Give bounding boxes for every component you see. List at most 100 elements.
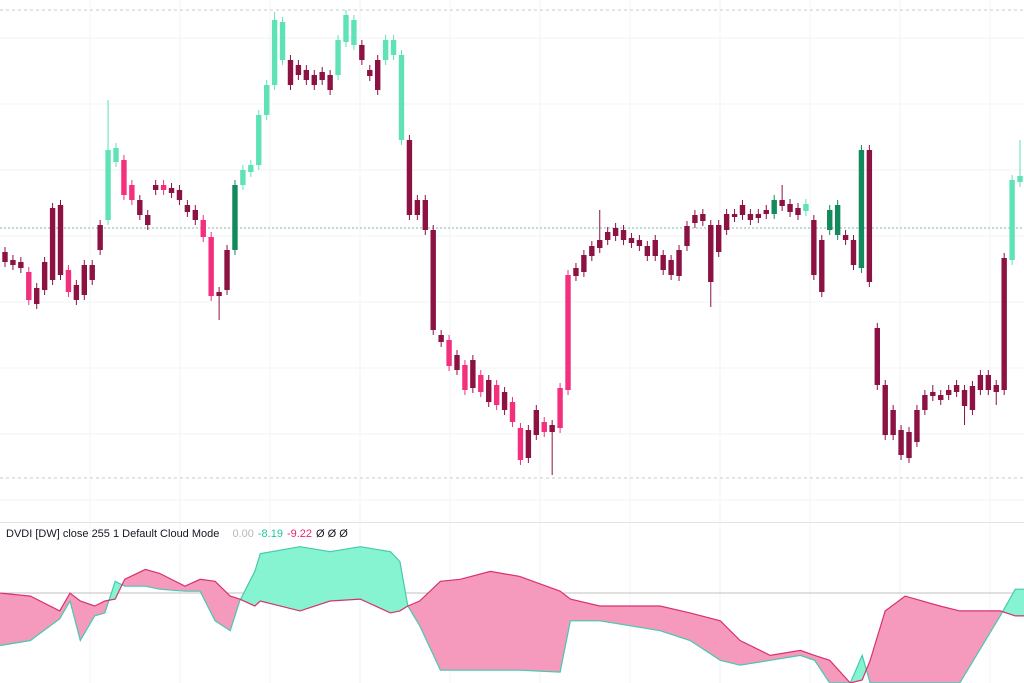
candle-body [295,65,302,75]
candle-body [604,232,611,240]
cloud-segment [299,546,331,612]
candle-body [367,70,373,76]
cloud-line [0,568,1024,683]
candle-body [866,150,873,282]
candle-body [723,214,730,230]
candle-body [914,410,920,442]
candle-body [478,375,484,392]
candle-body [668,260,674,275]
candle-body [771,200,777,214]
candle-body [779,200,785,206]
candle-body [525,430,532,458]
candle-body [819,240,825,292]
candle-body [589,246,595,256]
candle-body [256,115,262,165]
candle-body [961,390,968,406]
candle-body [145,215,151,225]
candle-body [517,428,524,460]
candle-body [168,188,175,193]
candle-body [969,386,976,410]
candle-body [850,240,857,265]
candle-body [985,375,992,390]
candle-body [375,60,381,90]
cloud-segment [939,605,961,683]
candle-body [65,270,72,292]
candle-body [1009,180,1015,260]
candle-body [882,385,888,435]
candle-body [232,185,238,250]
candle-body [359,45,365,60]
candle-body [129,185,135,200]
candle-body [343,15,349,42]
candle-body [152,185,159,190]
candle-body [731,214,738,217]
cloud-segment [440,579,461,671]
candle-body [747,214,754,220]
candle-body [287,60,294,85]
candle-body [620,230,627,240]
candles [2,10,1023,475]
candle-body [493,385,500,405]
candle-body [406,140,413,215]
cloud-segment [0,592,31,646]
cloud [0,546,1024,683]
candle-body [438,335,444,342]
candle-body [803,204,809,211]
candle-body [105,150,111,220]
legend-value: -9.22 [287,528,312,540]
candle-body [898,430,904,455]
indicator-title: DVDI [DW] close 255 1 Default Cloud Mode [6,528,219,540]
candle-body [311,75,317,85]
candle-body [628,238,635,243]
candle-body [2,252,8,262]
candle-body [200,220,206,237]
candle-body [993,385,999,392]
legend-value: 0.00 [232,528,253,540]
cloud-segment [519,575,561,673]
candle-body [279,22,286,60]
candle-body [97,225,103,250]
cloud-segment [260,546,301,612]
candle-body [930,392,936,396]
candle-body [240,170,246,185]
candle-body [581,255,587,272]
candle-body [303,70,310,80]
candle-body [684,226,690,246]
candle-body [652,240,658,256]
candle-body [509,402,516,422]
candle-body [160,185,167,190]
candle-body [811,220,817,275]
cloud-segment [459,571,491,671]
candle-body [922,395,928,410]
candle-body [700,214,706,221]
cloud-segment [1015,588,1024,617]
candle-body [953,385,960,392]
candle-body [398,55,405,140]
candle-body [549,425,555,432]
candle-body [216,292,222,296]
candle-body [89,265,95,280]
candle-body [977,375,984,390]
candle-body [842,235,849,240]
candle-body [26,272,32,300]
candle-body [335,40,341,75]
candle-body [708,225,714,282]
candle-body [486,380,492,402]
candle-body [208,237,214,296]
candle-body [18,262,24,268]
candle-body [692,215,698,223]
candle-body [739,205,746,215]
candle-body [454,355,460,370]
candle-body [874,328,880,385]
cloud-segment [490,571,520,671]
indicator-legend: DVDI [DW] close 255 1 Default Cloud Mode… [6,528,348,540]
candle-body [446,340,452,366]
candle-body [224,250,230,290]
candle-body [858,150,865,268]
candle-body [636,240,643,246]
candle-body [414,200,421,215]
candle-body [660,255,666,270]
